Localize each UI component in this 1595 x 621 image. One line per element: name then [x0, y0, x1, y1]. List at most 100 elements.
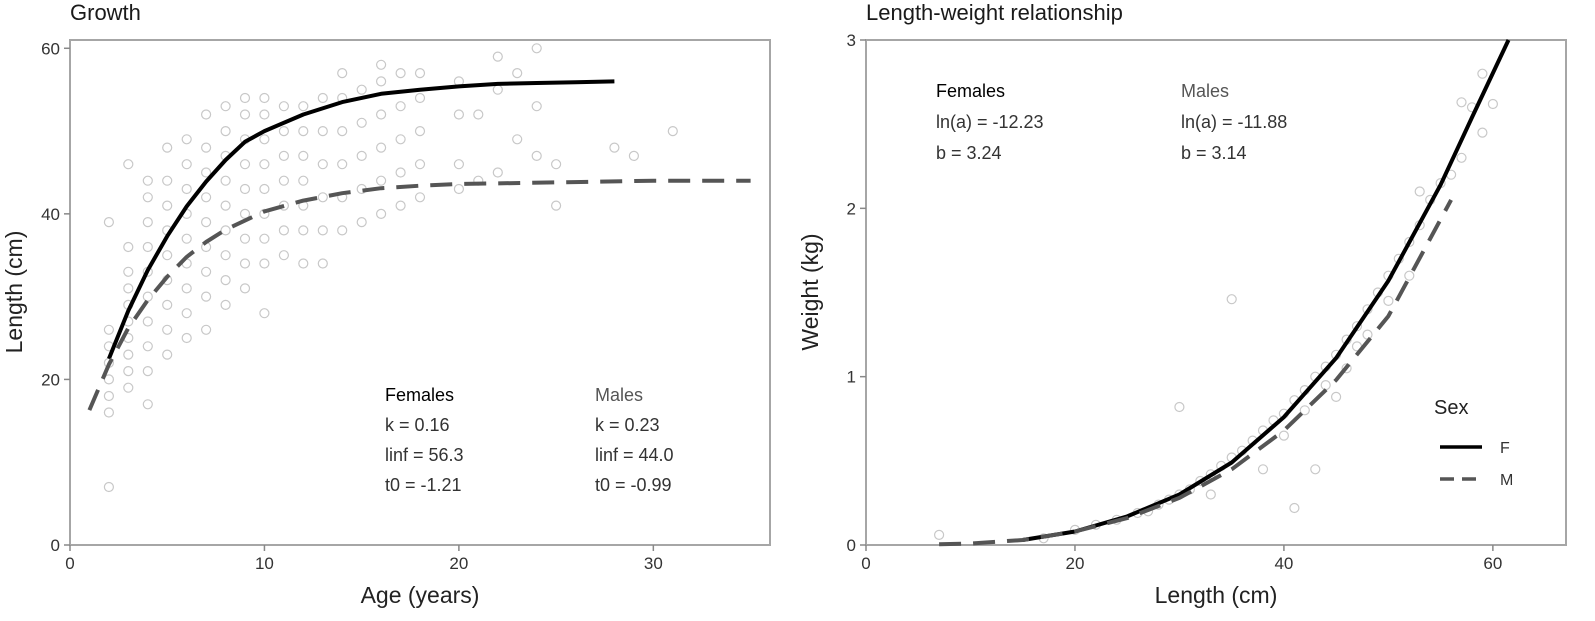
data-point — [298, 175, 309, 186]
data-point — [337, 159, 348, 170]
data-point — [337, 225, 348, 236]
data-point — [123, 382, 134, 393]
data-point — [278, 175, 289, 186]
data-point — [473, 109, 484, 120]
data-point — [356, 150, 367, 161]
growth-axis-ticks: 0 10 20 30 0 20 40 60 — [41, 39, 663, 573]
data-point — [1487, 98, 1499, 110]
y-tick-label: 20 — [41, 370, 60, 389]
data-point — [259, 92, 270, 104]
data-point — [181, 134, 192, 145]
data-point — [181, 159, 192, 170]
data-point — [414, 67, 426, 79]
length-weight-title: Length-weight relationship — [866, 0, 1123, 25]
data-point — [201, 291, 212, 302]
length-weight-x-axis-title: Length (cm) — [1155, 582, 1278, 608]
data-point — [414, 159, 426, 170]
growth-males-k: k = 0.23 — [595, 415, 660, 435]
data-point — [220, 175, 231, 186]
data-point — [162, 250, 173, 261]
data-point — [123, 159, 134, 170]
data-point — [317, 225, 328, 236]
data-point — [103, 407, 115, 418]
data-point — [376, 76, 387, 87]
data-point — [239, 109, 251, 120]
data-point — [162, 324, 173, 335]
y-tick-label: 60 — [41, 39, 60, 58]
data-point — [453, 183, 464, 195]
data-point — [181, 308, 192, 319]
series-line-m — [939, 198, 1453, 547]
data-point — [492, 84, 503, 95]
data-point — [142, 175, 153, 186]
data-point — [201, 324, 212, 335]
data-point — [220, 225, 231, 236]
data-point — [103, 324, 115, 335]
lw-females-b: b = 3.24 — [936, 143, 1002, 163]
growth-x-axis-title: Age (years) — [361, 582, 480, 608]
growth-females-t0: t0 = -1.21 — [385, 475, 462, 495]
data-point — [317, 159, 328, 170]
data-point — [142, 291, 153, 302]
data-point — [220, 299, 231, 310]
data-point — [1341, 363, 1352, 374]
data-point — [259, 134, 270, 145]
growth-males-linf: linf = 44.0 — [595, 445, 674, 465]
growth-curves — [87, 79, 751, 411]
x-tick-label: 0 — [861, 554, 870, 573]
data-point — [278, 250, 289, 261]
data-point — [550, 159, 562, 170]
data-point — [1477, 127, 1488, 138]
growth-plot-frame — [69, 39, 771, 546]
data-point — [142, 316, 153, 327]
series-line-f — [107, 79, 615, 360]
data-point — [1456, 97, 1467, 108]
data-point — [492, 51, 503, 62]
data-point — [123, 349, 134, 360]
y-tick-label: 3 — [847, 31, 856, 50]
data-point — [123, 283, 134, 294]
data-point — [162, 175, 173, 186]
legend: Sex F M — [1434, 397, 1513, 489]
data-point — [259, 233, 270, 244]
data-point — [512, 134, 523, 145]
lw-females-header: Females — [936, 81, 1005, 101]
data-point — [1404, 236, 1415, 248]
data-point — [1456, 152, 1467, 163]
data-point — [239, 183, 251, 195]
data-point — [239, 159, 251, 170]
data-point — [220, 126, 231, 137]
data-point — [376, 142, 387, 153]
data-point — [201, 142, 212, 153]
data-point — [162, 349, 173, 360]
data-point — [220, 250, 231, 261]
data-point — [395, 134, 406, 145]
x-tick-label: 20 — [1065, 554, 1084, 573]
data-point — [414, 192, 426, 203]
data-point — [1278, 430, 1290, 441]
data-point — [628, 150, 640, 161]
data-point — [259, 109, 270, 120]
growth-panel: Growth 0 10 20 30 0 20 40 60 Age (years) Length… — [1, 0, 771, 608]
data-point — [1299, 405, 1310, 416]
data-point — [667, 126, 678, 137]
data-point — [278, 225, 289, 236]
data-point — [376, 175, 387, 186]
lw-males-b: b = 3.14 — [1181, 143, 1247, 163]
data-point — [201, 266, 212, 277]
data-point — [1383, 295, 1394, 306]
data-point — [337, 126, 348, 137]
y-tick-label: 0 — [847, 536, 856, 555]
data-point — [1226, 294, 1237, 305]
data-point — [181, 332, 192, 344]
data-point — [278, 150, 289, 161]
data-point — [512, 67, 523, 79]
data-point — [356, 217, 367, 228]
data-point — [298, 225, 309, 236]
data-point — [1320, 380, 1331, 391]
length-weight-curves — [939, 39, 1511, 547]
data-point — [1330, 391, 1342, 402]
data-point — [453, 159, 464, 170]
data-point — [201, 217, 212, 228]
